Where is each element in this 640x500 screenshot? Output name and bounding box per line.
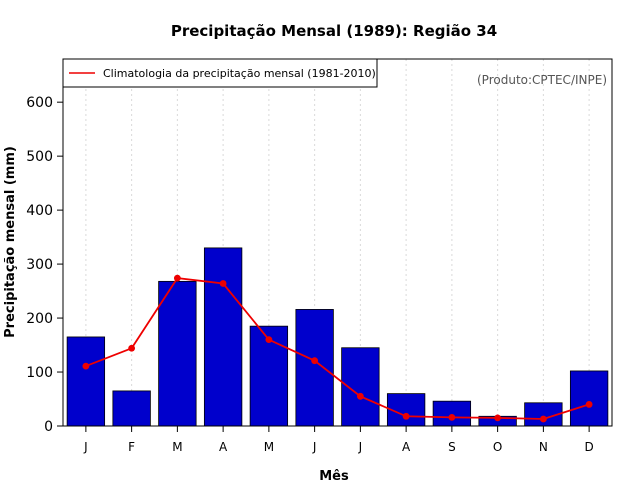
x-tick-label: N xyxy=(539,440,548,454)
x-tick-label: M xyxy=(264,440,274,454)
x-tick-label: A xyxy=(402,440,411,454)
x-tick-label: D xyxy=(585,440,594,454)
y-axis-label: Precipitação mensal (mm) xyxy=(3,146,18,338)
climatology-point-4 xyxy=(219,280,227,287)
climatology-point-8 xyxy=(402,412,410,420)
bar-12 xyxy=(569,370,609,427)
y-tick-label: 200 xyxy=(26,311,53,327)
climatology-point-9 xyxy=(448,413,456,421)
y-tick-label: 100 xyxy=(26,365,53,381)
climatology-line xyxy=(82,274,593,423)
bar-1 xyxy=(66,336,106,427)
x-tick-label: F xyxy=(128,440,135,454)
bar-6 xyxy=(295,309,334,427)
climatology-point-6 xyxy=(311,357,319,365)
y-tick-label: 0 xyxy=(44,419,53,435)
x-tick-label: O xyxy=(493,440,502,454)
x-tick-label: J xyxy=(83,440,88,454)
x-tick-label: J xyxy=(312,440,317,454)
climatology-point-12 xyxy=(585,401,593,408)
bar-8 xyxy=(386,393,426,427)
x-tick-label: J xyxy=(358,440,363,454)
legend: Climatologia da precipitação mensal (198… xyxy=(62,58,378,88)
climatology-point-5 xyxy=(265,336,273,344)
bars xyxy=(66,247,609,427)
bar-3 xyxy=(158,280,197,427)
plot-area-frame xyxy=(62,58,613,427)
climatology-point-7 xyxy=(356,392,364,400)
y-tick-label: 300 xyxy=(26,257,53,273)
y-tick-label: 600 xyxy=(26,95,53,111)
climatology-point-2 xyxy=(128,344,136,352)
bar-9 xyxy=(432,400,472,427)
bar-4 xyxy=(203,247,243,427)
climatology-point-11 xyxy=(539,415,547,423)
chart-title: Precipitação Mensal (1989): Região 34 xyxy=(171,22,497,40)
climatology-point-3 xyxy=(173,274,181,282)
y-axis: 0 100 200 300 400 500 600 xyxy=(26,95,63,435)
legend-label: Climatologia da precipitação mensal (198… xyxy=(103,67,376,80)
source-annotation: (Produto:CPTEC/INPE) xyxy=(477,73,607,87)
y-tick-label: 400 xyxy=(26,203,53,219)
climatology-point-1 xyxy=(82,362,90,370)
y-tick-label: 500 xyxy=(26,149,53,165)
x-tick-label: A xyxy=(219,440,228,454)
x-tick-label: S xyxy=(448,440,456,454)
x-axis-label: Mês xyxy=(319,469,349,484)
climatology-polyline xyxy=(85,277,590,420)
bar-2 xyxy=(112,390,151,427)
climatology-point-10 xyxy=(494,414,502,422)
x-tick-label: M xyxy=(172,440,182,454)
legend-box xyxy=(62,58,378,88)
